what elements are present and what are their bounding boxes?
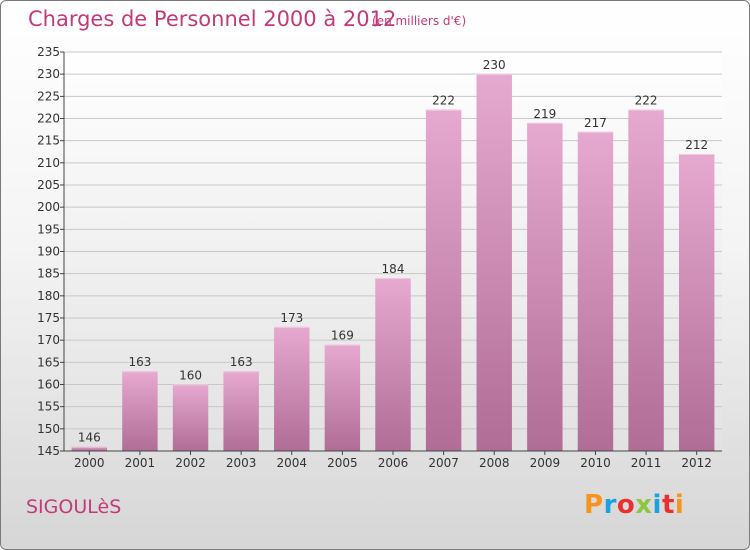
y-tick-label: 180	[37, 289, 60, 303]
x-tick-label: 2011	[631, 456, 662, 470]
bar-value-label: 163	[128, 355, 151, 369]
x-tick-label: 2008	[479, 456, 510, 470]
bar-value-label: 212	[685, 138, 708, 152]
x-tick-label: 2012	[681, 456, 712, 470]
proxiti-logo: Proxiti	[584, 490, 684, 520]
bar	[577, 131, 614, 452]
x-tick-label: 2001	[125, 456, 156, 470]
x-tick-label: 2007	[428, 456, 459, 470]
y-tick-label: 155	[37, 400, 60, 414]
x-tick-label: 2010	[580, 456, 611, 470]
x-tick-label: 2004	[276, 456, 307, 470]
y-tick-label: 170	[37, 333, 60, 347]
bar-value-label: 173	[280, 311, 303, 325]
logo-letter: i	[674, 490, 685, 520]
bar-value-label: 230	[483, 58, 506, 72]
bar-value-label: 222	[635, 94, 658, 108]
chart-unit: (en milliers d'€)	[372, 14, 467, 28]
x-tick-label: 2003	[226, 456, 257, 470]
x-tick-label: 2002	[175, 456, 206, 470]
logo-letter: i	[652, 490, 662, 520]
y-tick-label: 220	[37, 112, 60, 126]
bar	[71, 446, 108, 451]
x-tick-label: 2005	[327, 456, 358, 470]
bar-value-label: 217	[584, 116, 607, 130]
chart-title: Charges de Personnel 2000 à 2012	[28, 7, 397, 31]
y-tick-label: 150	[37, 422, 60, 436]
y-tick-label: 200	[37, 200, 60, 214]
y-tick-label: 145	[37, 444, 60, 458]
bar-value-label: 146	[78, 431, 101, 445]
y-tick-label: 235	[37, 45, 60, 59]
y-tick-label: 195	[37, 222, 60, 236]
logo-letter: o	[616, 490, 636, 520]
bar	[375, 278, 411, 451]
bar-value-label: 163	[230, 355, 253, 369]
bar-value-label: 222	[432, 94, 455, 108]
bar-value-label: 219	[533, 107, 556, 121]
y-tick-label: 185	[37, 267, 60, 281]
logo-letter: t	[661, 490, 675, 520]
bar	[274, 326, 310, 451]
bar-value-label: 160	[179, 369, 202, 383]
logo-letter: r	[603, 490, 617, 520]
logo-letter: P	[584, 490, 604, 520]
bar-value-label: 169	[331, 329, 354, 343]
y-tick-label: 210	[37, 156, 60, 170]
x-tick-label: 2000	[74, 456, 105, 470]
y-tick-label: 205	[37, 178, 60, 192]
bar	[425, 109, 462, 451]
y-tick-label: 215	[37, 134, 60, 148]
bar	[223, 371, 259, 451]
x-tick-label: 2006	[378, 456, 409, 470]
y-tick-label: 225	[37, 89, 60, 103]
y-tick-label: 190	[37, 245, 60, 259]
y-tick-label: 230	[37, 67, 60, 81]
bar	[476, 74, 512, 452]
y-tick-label: 175	[37, 311, 60, 325]
bar	[122, 371, 158, 451]
bar-value-label: 184	[382, 262, 405, 276]
bar	[527, 122, 563, 451]
bar	[172, 384, 209, 451]
place-name: SIGOULèS	[26, 496, 122, 518]
x-tick-label: 2009	[530, 456, 561, 470]
bar	[678, 153, 715, 451]
bar	[628, 109, 664, 451]
y-tick-label: 160	[37, 378, 60, 392]
logo-letter: x	[635, 490, 653, 520]
y-tick-label: 165	[37, 355, 60, 369]
bar	[324, 344, 361, 451]
